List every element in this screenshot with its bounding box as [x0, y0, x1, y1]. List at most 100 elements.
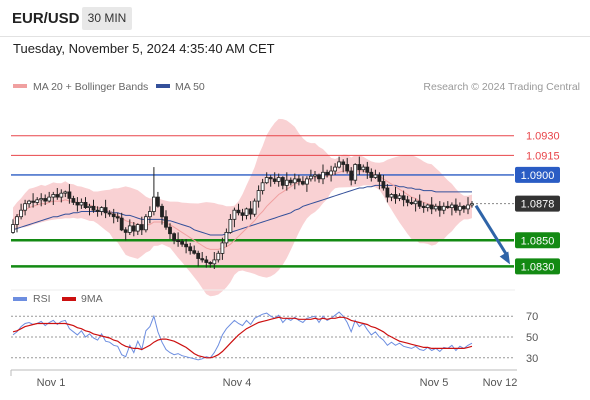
- candle-body: [413, 200, 418, 205]
- forecast-arrow-shaft: [474, 204, 509, 257]
- candle-body: [71, 198, 76, 203]
- level-badge-1-0900: [515, 166, 560, 183]
- rsi-tick-30: 30: [526, 353, 538, 365]
- candle-body: [59, 192, 64, 198]
- candle-body: [292, 178, 297, 184]
- candle-body: [421, 205, 426, 209]
- legend-ma50-label: MA 50: [175, 81, 205, 93]
- level-label-1-0850: 1.0850: [521, 235, 555, 247]
- candle-body: [353, 164, 358, 181]
- candle-body: [317, 174, 321, 180]
- candle-body: [433, 205, 438, 210]
- level-label-1-0900: 1.0900: [521, 170, 555, 182]
- candle-body: [461, 205, 466, 210]
- candle-body: [87, 205, 92, 209]
- candle-body: [236, 209, 241, 214]
- candle-body: [333, 166, 338, 172]
- candle-body: [204, 259, 209, 263]
- candle-body: [296, 178, 301, 182]
- ma9-line: [12, 316, 473, 359]
- candle-body: [341, 161, 346, 165]
- candle-body: [19, 209, 24, 218]
- candle-body: [304, 178, 309, 185]
- current-price-badge: [515, 195, 560, 212]
- candle-body: [470, 203, 474, 206]
- candle-body: [103, 207, 108, 214]
- legend-ma20-label: MA 20 + Bollinger Bands: [33, 81, 148, 93]
- chart-credit: Research © 2024 Trading Central: [423, 81, 580, 93]
- candle-body: [23, 203, 28, 211]
- candle-body: [453, 204, 458, 211]
- candle-body: [441, 205, 446, 211]
- candle-body: [325, 171, 330, 176]
- candle-body: [252, 200, 257, 215]
- candle-body: [349, 170, 354, 181]
- rsi-tick-50: 50: [526, 332, 538, 344]
- candle-body: [409, 201, 414, 205]
- candle-body: [401, 195, 406, 201]
- x-tick-label: Nov 5: [420, 377, 449, 389]
- legend-ma20-swatch: [13, 84, 27, 88]
- x-tick-label: Nov 1: [37, 377, 66, 389]
- candle-body: [345, 164, 350, 172]
- candle-body: [240, 212, 245, 216]
- candle-body: [143, 216, 148, 231]
- candle-body: [123, 229, 128, 233]
- candle-body: [151, 196, 156, 212]
- candle-body: [260, 182, 265, 192]
- candle-body: [381, 181, 386, 189]
- candle-body: [232, 209, 237, 220]
- candle-body: [425, 204, 430, 208]
- candle-body: [264, 177, 269, 184]
- bollinger-bands: [13, 118, 472, 297]
- candle-body: [429, 204, 434, 210]
- candle-body: [220, 242, 225, 254]
- candle-body: [284, 179, 289, 186]
- level-label-1-0915: 1.0915: [526, 150, 560, 162]
- timestamp: Tuesday, November 5, 2024 4:35:40 AM CET: [13, 41, 275, 56]
- timeframe-button[interactable]: 30 MIN: [82, 7, 132, 30]
- candle-body: [176, 239, 181, 243]
- candle-body: [99, 207, 104, 212]
- candle-body: [256, 190, 261, 202]
- candle-body: [135, 224, 140, 232]
- candle-body: [276, 177, 281, 182]
- candle-body: [172, 233, 177, 241]
- candle-body: [192, 250, 197, 254]
- candle-body: [449, 204, 454, 208]
- candle-body: [208, 262, 213, 265]
- candle-body: [127, 225, 132, 233]
- legend-rsi-label: RSI: [33, 293, 51, 305]
- candle-body: [445, 205, 450, 209]
- candle-body: [111, 213, 116, 218]
- legend-9ma-label: 9MA: [81, 293, 103, 305]
- candle-body: [184, 243, 189, 248]
- candle-body: [361, 166, 366, 171]
- level-label-1-0930: 1.0930: [526, 131, 560, 143]
- candle-body: [168, 226, 172, 235]
- candle-body: [43, 198, 48, 202]
- candle-body: [365, 166, 370, 173]
- symbol-label: EUR/USD: [12, 10, 80, 27]
- candle-body: [417, 200, 422, 207]
- candle-body: [369, 171, 374, 178]
- candle-body: [47, 196, 52, 202]
- candle-body: [337, 161, 342, 168]
- candle-body: [393, 194, 398, 199]
- candle-body: [244, 208, 249, 216]
- candle-body: [228, 218, 233, 233]
- candle-body: [164, 216, 168, 228]
- candle-body: [75, 201, 80, 206]
- candle-body: [288, 179, 293, 184]
- candle-body: [457, 205, 462, 211]
- candle-body: [160, 205, 164, 218]
- candle-body: [67, 191, 72, 199]
- candle-body: [131, 225, 136, 232]
- candle-body: [224, 231, 229, 244]
- candle-body: [95, 209, 100, 212]
- rsi-tick-70: 70: [526, 311, 538, 323]
- candle-body: [389, 194, 394, 198]
- candle-body: [83, 201, 88, 208]
- candle-body: [147, 211, 152, 218]
- candle-body: [55, 194, 60, 198]
